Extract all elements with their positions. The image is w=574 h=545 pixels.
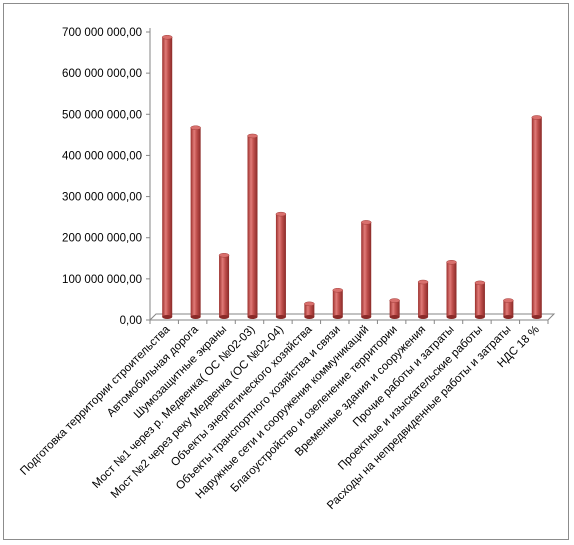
bar xyxy=(190,125,201,319)
bar-body xyxy=(503,300,514,317)
bar xyxy=(247,133,258,319)
bar-top xyxy=(161,34,173,40)
bar-body xyxy=(418,282,429,317)
bar xyxy=(304,301,315,319)
bar-body xyxy=(332,290,343,317)
bar-body xyxy=(304,303,315,317)
bar-top xyxy=(474,280,486,286)
bar-top xyxy=(389,298,400,303)
bar-top xyxy=(304,301,315,307)
bar-base xyxy=(446,315,457,319)
y-tick-label: 500 000 000,00 xyxy=(62,109,142,121)
bar-top xyxy=(417,279,429,285)
bar-body xyxy=(389,300,400,317)
bar-base xyxy=(503,315,514,319)
bar xyxy=(360,220,372,319)
bar-top xyxy=(531,115,543,120)
y-tick-label: 300 000 000,00 xyxy=(62,192,142,204)
y-tick-label: 600 000 000,00 xyxy=(62,68,142,80)
bar xyxy=(446,260,457,319)
bar-base xyxy=(474,315,485,319)
bar-base xyxy=(304,315,315,319)
bar-body xyxy=(275,214,286,317)
bar xyxy=(275,211,287,319)
bar-top xyxy=(218,253,230,258)
bar-base xyxy=(190,315,201,319)
bar-top xyxy=(190,125,201,130)
y-tick-label: 700 000 000,00 xyxy=(62,27,142,39)
bar-base xyxy=(418,315,429,319)
bar xyxy=(503,298,514,319)
bar xyxy=(531,115,543,319)
bar-top xyxy=(247,133,258,139)
bar-top xyxy=(332,288,344,293)
bar xyxy=(389,298,400,319)
y-tick-label: 100 000 000,00 xyxy=(62,274,142,286)
bar xyxy=(474,280,486,319)
bar-body xyxy=(446,262,457,317)
bar-body xyxy=(361,222,372,317)
bar-base xyxy=(389,315,400,319)
bar-top xyxy=(503,298,514,303)
chart-floor xyxy=(148,313,556,321)
bar-top xyxy=(275,211,287,217)
chart-frame xyxy=(3,3,569,540)
bar-body xyxy=(162,37,173,317)
bar-base xyxy=(162,315,173,319)
bar-body xyxy=(474,282,485,317)
bar-base xyxy=(247,315,258,319)
bar-base xyxy=(332,315,343,319)
y-tick-label: 0,00 xyxy=(120,315,142,327)
bar xyxy=(417,279,429,319)
bar-base xyxy=(531,315,542,319)
bar-base xyxy=(361,315,372,319)
bar-top xyxy=(360,220,372,225)
bar-body xyxy=(190,127,201,317)
bar-body xyxy=(219,255,230,317)
bar xyxy=(218,253,230,319)
bar-body xyxy=(531,117,542,317)
bar-body xyxy=(247,135,258,317)
bar xyxy=(161,34,173,319)
bar-base xyxy=(219,315,230,319)
bar-top xyxy=(446,260,457,265)
y-tick-label: 400 000 000,00 xyxy=(62,150,142,162)
y-tick-label: 200 000 000,00 xyxy=(62,233,142,245)
bar xyxy=(332,288,344,319)
bar-base xyxy=(275,315,286,319)
